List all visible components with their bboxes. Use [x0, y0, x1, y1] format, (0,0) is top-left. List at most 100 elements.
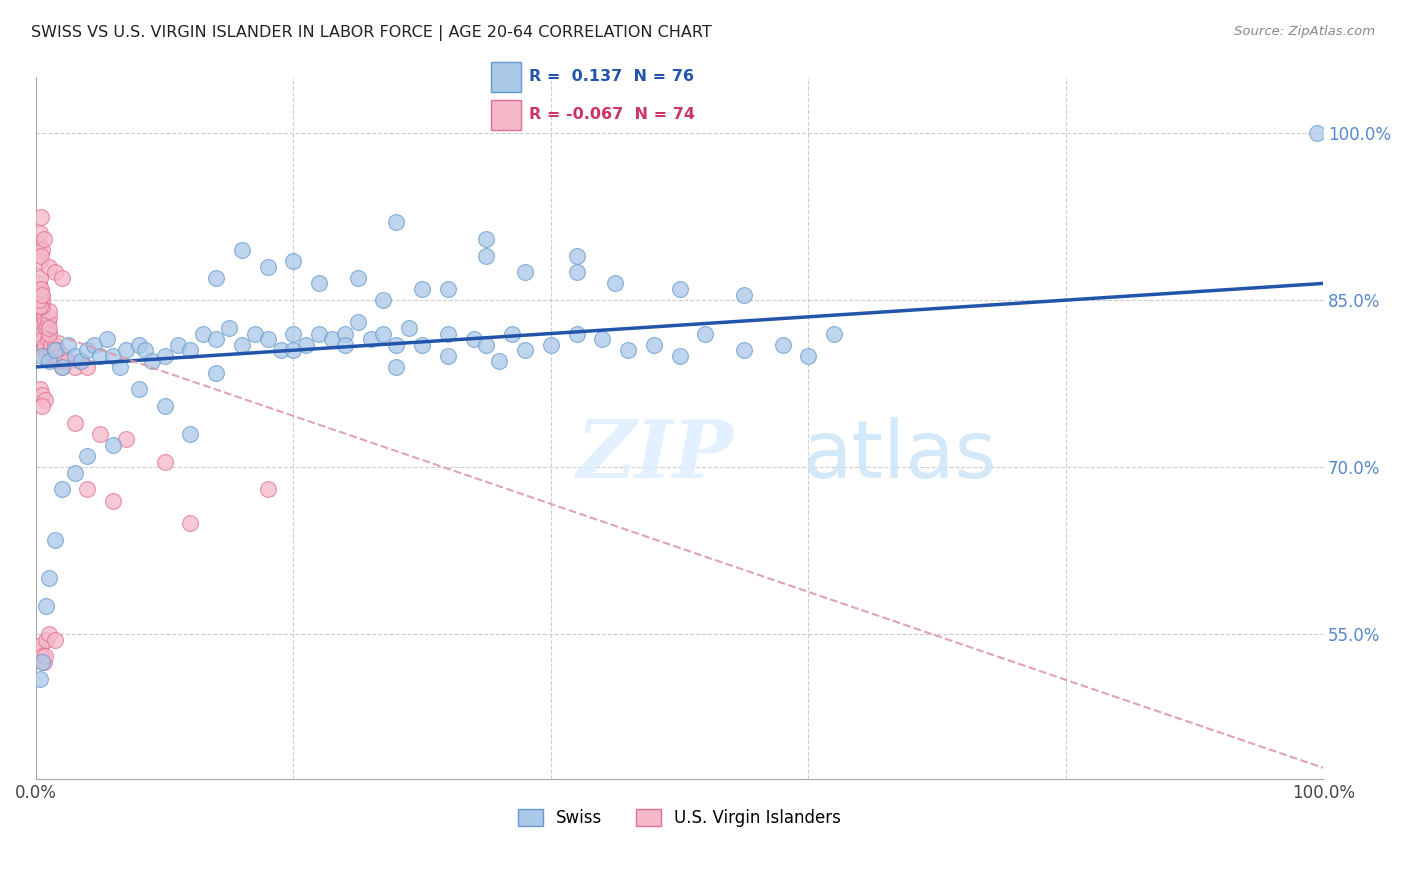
Point [63, 466, 86, 480]
Point [565, 249, 588, 263]
Point [31, 304, 53, 318]
Point [513, 343, 536, 358]
Point [28, 254, 51, 268]
Point [32, 343, 55, 358]
Text: SWISS VS U.S. VIRGIN ISLANDER IN LABOR FORCE | AGE 20-64 CORRELATION CHART: SWISS VS U.S. VIRGIN ISLANDER IN LABOR F… [31, 25, 711, 41]
Point [101, 349, 124, 363]
Point [76, 343, 98, 358]
Point [256, 332, 278, 346]
Text: R =  0.137  N = 76: R = 0.137 N = 76 [529, 69, 695, 84]
Point [153, 454, 176, 468]
Point [513, 265, 536, 279]
Point [49, 354, 72, 368]
Point [153, 349, 176, 363]
Point [45, 343, 67, 358]
Point [565, 265, 588, 279]
Point [205, 271, 228, 285]
Point [193, 326, 215, 341]
Point [591, 332, 613, 346]
Point [101, 438, 124, 452]
Point [27, 237, 49, 252]
Point [56, 354, 79, 368]
Point [63, 416, 86, 430]
Point [488, 354, 510, 368]
Point [27, 277, 49, 291]
Point [31, 388, 53, 402]
Point [797, 349, 820, 363]
Point [28, 315, 51, 329]
Point [205, 332, 228, 346]
Point [411, 282, 433, 296]
Point [31, 655, 53, 669]
Point [346, 315, 368, 329]
Point [308, 326, 330, 341]
Point [411, 337, 433, 351]
Point [31, 287, 53, 301]
Point [1305, 126, 1327, 140]
Point [385, 337, 408, 351]
Point [46, 354, 69, 368]
Point [179, 426, 201, 441]
Point [70, 354, 93, 368]
Point [35, 321, 58, 335]
Point [283, 254, 305, 268]
Point [141, 354, 163, 368]
Point [605, 277, 627, 291]
Legend: Swiss, U.S. Virgin Islanders: Swiss, U.S. Virgin Islanders [512, 802, 848, 834]
Point [38, 354, 60, 368]
Point [31, 299, 53, 313]
Point [31, 349, 53, 363]
Point [463, 332, 485, 346]
Point [44, 337, 66, 351]
Point [166, 337, 188, 351]
Point [83, 337, 105, 351]
Point [695, 326, 717, 341]
Point [63, 359, 86, 374]
Point [27, 321, 49, 335]
Point [205, 366, 228, 380]
Point [243, 326, 266, 341]
Point [42, 343, 65, 358]
Point [823, 326, 845, 341]
Point [501, 326, 523, 341]
Point [35, 599, 58, 614]
Point [108, 359, 131, 374]
Point [540, 337, 562, 351]
Point [56, 337, 79, 351]
Point [38, 310, 60, 324]
Point [437, 282, 460, 296]
Point [30, 210, 52, 224]
Point [179, 343, 201, 358]
Point [134, 343, 156, 358]
Point [128, 382, 150, 396]
Point [35, 632, 58, 647]
Point [643, 337, 665, 351]
Point [32, 232, 55, 246]
Point [128, 337, 150, 351]
Point [31, 332, 53, 346]
Point [668, 349, 690, 363]
Point [475, 232, 498, 246]
Point [115, 343, 138, 358]
Point [34, 393, 56, 408]
Point [41, 337, 63, 351]
Point [76, 359, 98, 374]
Point [283, 326, 305, 341]
FancyBboxPatch shape [491, 62, 520, 92]
Point [31, 293, 53, 307]
Point [35, 349, 58, 363]
Point [295, 337, 318, 351]
Point [283, 343, 305, 358]
Text: atlas: atlas [801, 417, 997, 495]
Point [34, 649, 56, 664]
Text: ZIP: ZIP [576, 417, 734, 495]
Point [256, 260, 278, 274]
Point [30, 326, 52, 341]
Point [38, 627, 60, 641]
Point [37, 315, 59, 329]
Point [308, 277, 330, 291]
Point [39, 343, 62, 358]
Point [51, 483, 73, 497]
Point [28, 227, 51, 241]
Text: Source: ZipAtlas.com: Source: ZipAtlas.com [1234, 25, 1375, 38]
